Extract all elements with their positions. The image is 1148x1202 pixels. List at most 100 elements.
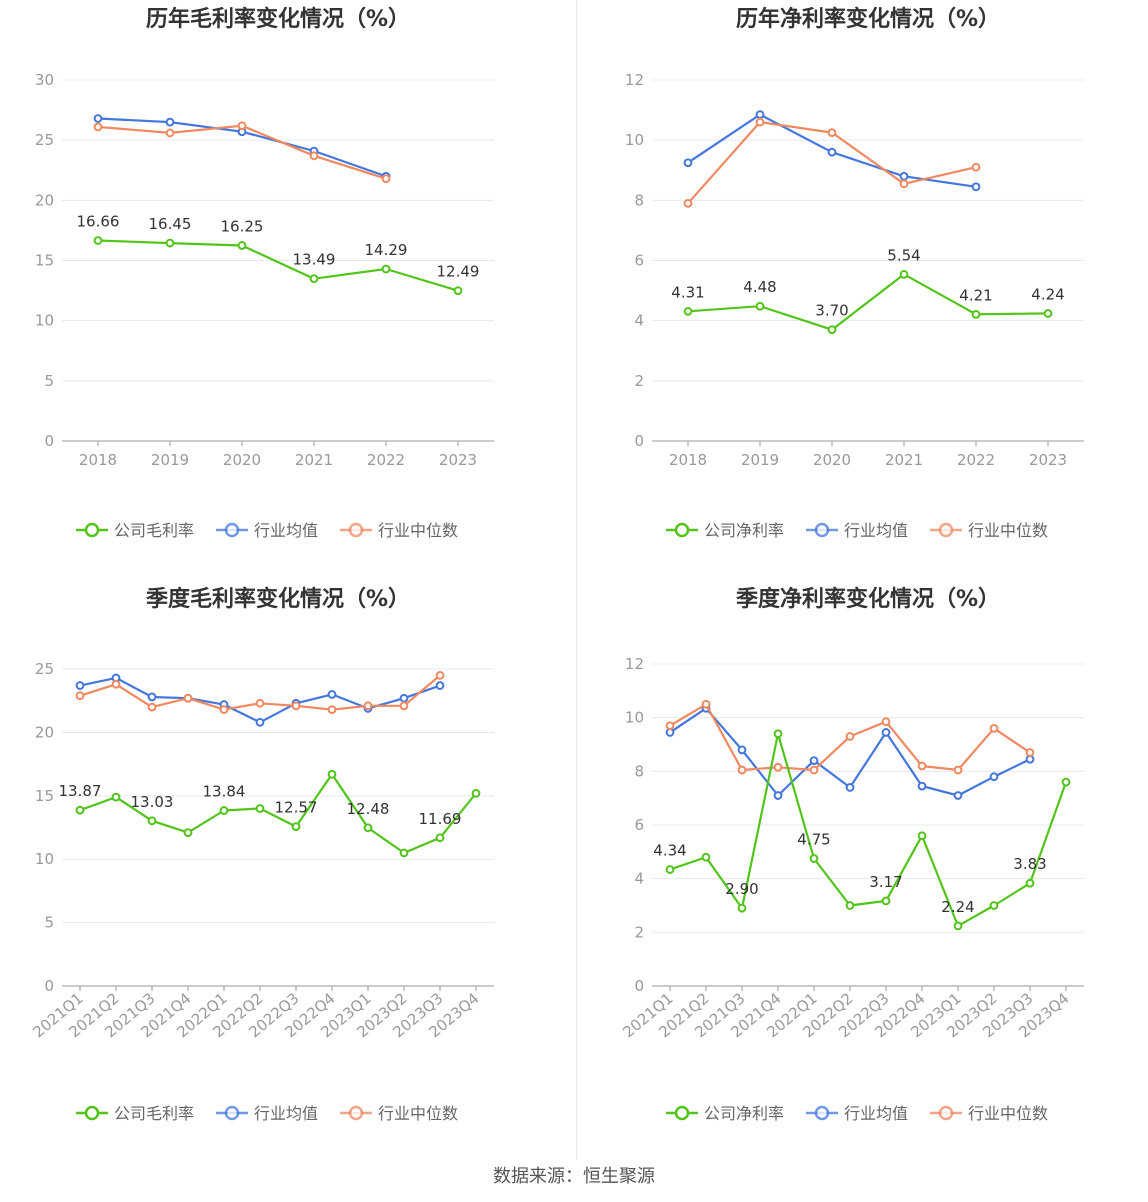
data-point — [219, 705, 229, 715]
data-point — [881, 896, 891, 906]
data-label: 2.90 — [725, 880, 758, 898]
data-point — [165, 117, 175, 127]
data-label: 4.21 — [959, 286, 992, 304]
data-point — [111, 792, 121, 802]
data-point — [183, 828, 193, 838]
y-tick-label: 30 — [35, 71, 54, 89]
x-tick-label: 2021 — [885, 451, 923, 469]
y-tick-label: 4 — [634, 870, 644, 888]
data-label: 4.24 — [1031, 285, 1064, 303]
data-point — [93, 236, 103, 245]
legend-label: 公司毛利率 — [114, 521, 194, 540]
data-point — [399, 701, 409, 711]
series-line — [669, 732, 1068, 927]
data-point — [327, 769, 337, 779]
data-point — [363, 823, 373, 833]
data-point — [809, 854, 819, 863]
y-tick-label: 25 — [35, 660, 54, 678]
data-point — [755, 301, 765, 311]
data-point — [399, 848, 409, 858]
data-label: 5.54 — [887, 246, 920, 264]
chart-annual-gross: 历年毛利率变化情况（%） 0 5 10 15 20 25 30 2018 2019 2020 2021… — [35, 6, 494, 540]
data-point — [773, 729, 783, 739]
data-point — [773, 762, 783, 772]
data-point — [899, 171, 909, 181]
data-point — [971, 162, 981, 172]
x-tick-label: 2022 — [367, 451, 405, 469]
legend-swatch-marker — [348, 1105, 364, 1121]
data-point — [683, 306, 693, 316]
legend-label: 行业中位数 — [968, 1104, 1048, 1123]
data-label: 16.66 — [77, 213, 120, 231]
data-point — [755, 110, 765, 119]
data-point — [917, 761, 927, 771]
data-label: 4.34 — [653, 842, 686, 860]
data-point — [953, 765, 963, 775]
data-point — [363, 701, 373, 711]
data-point — [219, 806, 229, 815]
data-point — [827, 147, 837, 157]
data-point — [737, 903, 747, 913]
legend-swatch-marker — [84, 1105, 100, 1121]
legend-label: 公司净利率 — [704, 1104, 784, 1123]
series-line — [687, 273, 1049, 331]
data-label: 13.03 — [131, 793, 174, 811]
data-label: 12.57 — [275, 799, 318, 817]
chart-annual-net: 历年净利率变化情况（%） 0 2 4 6 8 10 12 2018 2019 2020 2021 202… — [625, 6, 1084, 540]
y-tick-label: 15 — [35, 787, 54, 805]
data-point — [953, 791, 963, 800]
legend-swatch-marker — [814, 522, 830, 538]
data-source-note: 数据来源：恒生聚源 — [493, 1166, 655, 1187]
data-point — [381, 264, 391, 274]
data-label: 2.24 — [941, 898, 974, 916]
data-point — [845, 732, 855, 741]
data-point — [183, 693, 193, 703]
x-tick-label: 2018 — [79, 451, 117, 469]
data-point — [1025, 748, 1035, 757]
y-tick-label: 5 — [44, 914, 54, 932]
data-point — [701, 852, 711, 862]
data-point — [917, 781, 927, 791]
y-tick-label: 20 — [35, 191, 54, 209]
data-label: 13.84 — [203, 783, 246, 801]
y-tick-label: 10 — [35, 850, 54, 868]
x-tick-label: 2019 — [151, 451, 189, 469]
legend-label: 行业均值 — [254, 521, 318, 540]
data-point — [665, 865, 675, 874]
y-tick-label: 10 — [35, 312, 54, 330]
data-point — [399, 693, 409, 703]
chart-panel-quarterly-net: 季度净利率变化情况（%） 0 2 4 6 8 10 12 2021Q1 2021Q2 2021Q3 2… — [576, 580, 1148, 1160]
x-tick-label: 2020 — [223, 451, 261, 469]
data-point — [683, 158, 693, 168]
data-point — [381, 174, 391, 184]
y-tick-label: 12 — [625, 655, 644, 673]
legend-swatch-marker — [84, 522, 100, 538]
y-tick-label: 8 — [634, 191, 644, 209]
data-point — [971, 309, 981, 319]
y-tick-label: 0 — [634, 977, 644, 995]
legend-swatch-marker — [224, 1105, 240, 1121]
data-point — [75, 805, 85, 815]
data-label: 11.69 — [419, 810, 462, 828]
data-point — [809, 765, 819, 775]
data-point — [989, 901, 999, 910]
data-label: 4.48 — [743, 278, 776, 296]
y-tick-label: 12 — [625, 71, 644, 89]
data-point — [665, 721, 675, 731]
data-point — [953, 921, 963, 931]
data-point — [255, 698, 265, 708]
data-label: 4.75 — [797, 831, 830, 849]
data-point — [291, 822, 301, 832]
data-point — [773, 791, 783, 800]
data-point — [453, 286, 463, 296]
y-tick-label: 2 — [634, 372, 644, 390]
legend-label: 行业均值 — [254, 1104, 318, 1123]
data-point — [165, 128, 175, 138]
legend-label: 公司净利率 — [704, 521, 784, 540]
legend-label: 公司毛利率 — [114, 1104, 194, 1123]
legend-label: 行业中位数 — [378, 521, 458, 540]
data-point — [989, 772, 999, 782]
y-tick-label: 4 — [634, 312, 644, 330]
data-point — [237, 241, 247, 250]
chart-quarterly-gross: 季度毛利率变化情况（%）05101520252021Q12021Q22021Q3… — [29, 586, 494, 1123]
